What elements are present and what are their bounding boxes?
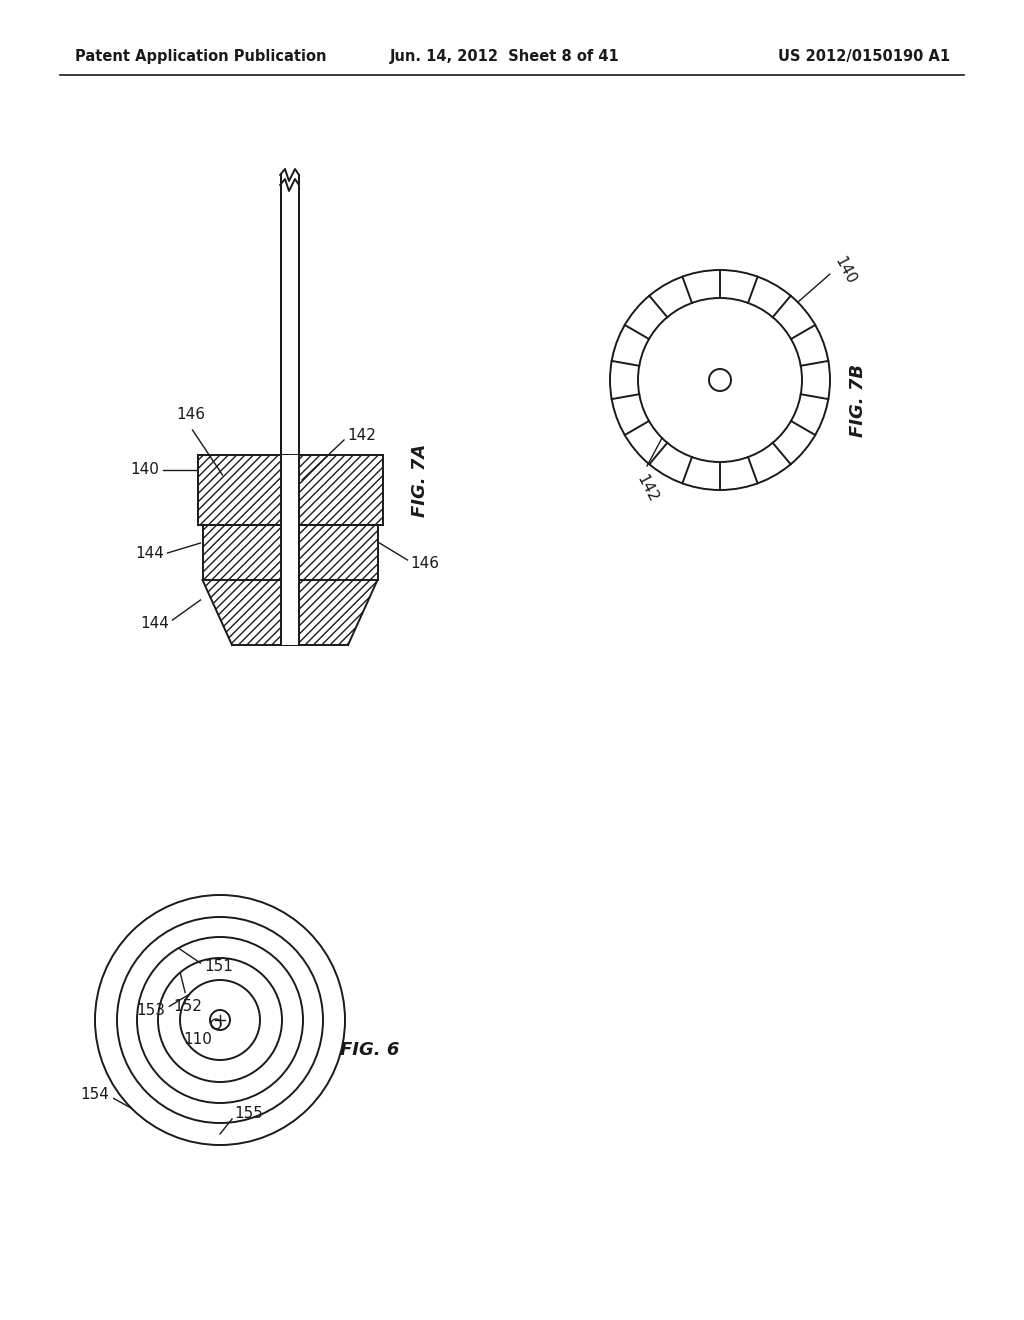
Text: 142: 142 (634, 473, 660, 504)
Polygon shape (299, 579, 378, 645)
Bar (281, 525, 299, 579)
Text: 144: 144 (140, 615, 170, 631)
Text: 153: 153 (136, 1003, 165, 1018)
Bar (198, 455, 281, 525)
Text: 155: 155 (234, 1106, 263, 1122)
Text: Patent Application Publication: Patent Application Publication (75, 49, 327, 65)
Text: 140: 140 (831, 253, 858, 286)
Bar (281, 455, 299, 525)
Text: FIG. 6: FIG. 6 (340, 1041, 399, 1059)
Text: 140: 140 (131, 462, 160, 478)
Text: 154: 154 (81, 1086, 110, 1102)
Text: 110: 110 (183, 1032, 212, 1047)
Text: 146: 146 (411, 556, 439, 570)
Bar (299, 525, 378, 579)
Text: 146: 146 (176, 407, 205, 422)
Text: 144: 144 (135, 545, 165, 561)
Text: US 2012/0150190 A1: US 2012/0150190 A1 (778, 49, 950, 65)
Text: 151: 151 (205, 958, 233, 974)
Bar (299, 455, 383, 525)
Text: 152: 152 (174, 998, 203, 1014)
Text: 142: 142 (347, 428, 376, 442)
Bar (203, 525, 281, 579)
Text: FIG. 7A: FIG. 7A (411, 444, 429, 516)
Polygon shape (203, 579, 281, 645)
Bar (281, 579, 299, 645)
Text: Jun. 14, 2012  Sheet 8 of 41: Jun. 14, 2012 Sheet 8 of 41 (390, 49, 620, 65)
Text: FIG. 7B: FIG. 7B (849, 363, 867, 437)
